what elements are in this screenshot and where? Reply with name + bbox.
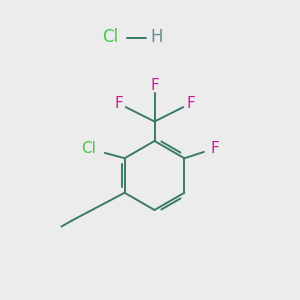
Text: F: F: [210, 141, 219, 156]
Text: F: F: [114, 96, 123, 111]
Text: Cl: Cl: [81, 141, 96, 156]
Text: Cl: Cl: [102, 28, 119, 46]
Text: F: F: [150, 78, 159, 93]
Text: F: F: [186, 96, 195, 111]
Text: H: H: [150, 28, 163, 46]
